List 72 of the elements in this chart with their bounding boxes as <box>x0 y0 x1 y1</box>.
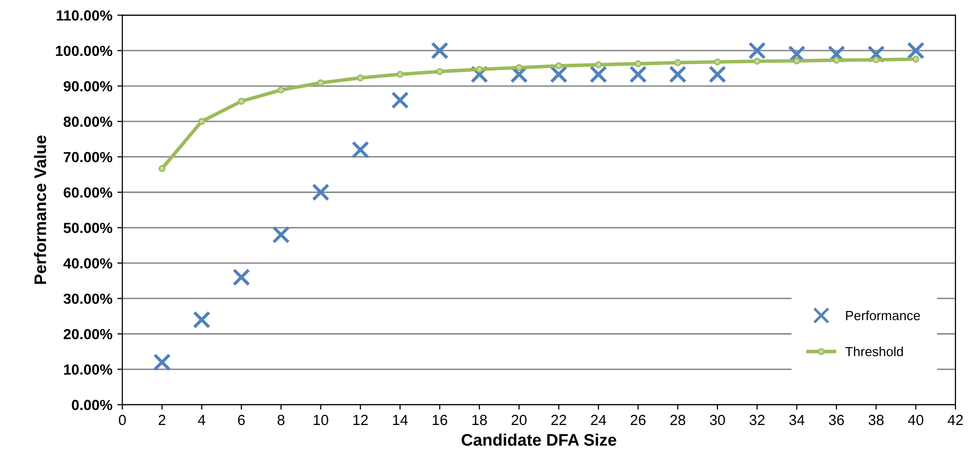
x-tick-label: 32 <box>750 414 764 426</box>
x-tick-label: 24 <box>591 414 606 425</box>
point <box>476 66 483 73</box>
x-tick-label: 42 <box>948 414 963 425</box>
y-tick-label: 60.00% <box>64 187 112 198</box>
point <box>594 61 602 68</box>
x-tick-label: 2 <box>158 414 166 425</box>
x-tick-label: 18 <box>472 414 487 426</box>
point <box>708 66 726 84</box>
point <box>356 74 364 82</box>
point <box>912 56 920 63</box>
point <box>516 64 523 72</box>
point <box>906 42 925 60</box>
point <box>629 66 647 84</box>
point <box>872 56 880 64</box>
x-tick-label: 36 <box>828 414 844 426</box>
point <box>832 56 840 64</box>
x-tick-label: 40 <box>908 414 924 426</box>
y-tick-label: 80.00% <box>64 116 112 127</box>
x-tick-label: 6 <box>238 414 245 426</box>
point <box>634 60 642 68</box>
point <box>192 310 211 329</box>
point <box>238 98 245 105</box>
point <box>436 68 444 75</box>
point <box>352 140 370 159</box>
x-tick-label: 10 <box>314 414 328 426</box>
y-tick-label: 90.00% <box>64 81 112 92</box>
x-tick-label: 22 <box>551 414 566 425</box>
point <box>158 165 166 172</box>
x-tick-label: 20 <box>512 414 527 426</box>
point <box>153 353 171 372</box>
point <box>317 79 324 86</box>
point <box>391 91 409 109</box>
point <box>272 226 290 244</box>
point <box>714 58 721 66</box>
y-tick-label: 110.00% <box>56 10 112 21</box>
point <box>278 86 285 94</box>
x-tick-label: 14 <box>393 414 408 425</box>
y-tick-label: 30.00% <box>64 294 112 304</box>
point <box>198 118 206 125</box>
x-tick-label: 0 <box>118 414 126 426</box>
point <box>793 57 800 64</box>
point <box>590 66 608 84</box>
point <box>555 62 562 70</box>
x-tick-label: 30 <box>710 414 725 426</box>
legend-label: Performance <box>846 310 920 320</box>
point <box>232 268 250 286</box>
x-tick-label: 38 <box>868 414 884 426</box>
x-tick-label: 16 <box>432 414 448 426</box>
point <box>674 59 682 66</box>
y-tick-label: 20.00% <box>64 328 112 340</box>
x-tick-label: 34 <box>789 414 804 426</box>
x-tick-label: 8 <box>278 414 284 426</box>
point <box>754 58 761 65</box>
x-tick-label: 4 <box>198 414 206 425</box>
y-axis-title: Performance Value <box>34 135 46 284</box>
y-tick-label: 0.00% <box>72 400 112 410</box>
y-tick-label: 70.00% <box>64 152 112 162</box>
point <box>396 70 404 78</box>
y-tick-label: 100.00% <box>56 46 112 56</box>
x-tick-label: 12 <box>353 414 368 425</box>
x-tick-label: 28 <box>670 414 686 426</box>
point <box>430 42 449 60</box>
point <box>748 42 766 60</box>
x-axis-title: Candidate DFA Size <box>462 434 616 446</box>
y-tick-label: 40.00% <box>63 258 112 268</box>
point <box>668 66 687 84</box>
legend-label: Threshold <box>845 346 903 356</box>
y-tick-label: 50.00% <box>64 222 112 234</box>
y-tick-label: 10.00% <box>64 364 112 375</box>
x-tick-label: 26 <box>630 414 646 426</box>
point <box>312 183 330 202</box>
